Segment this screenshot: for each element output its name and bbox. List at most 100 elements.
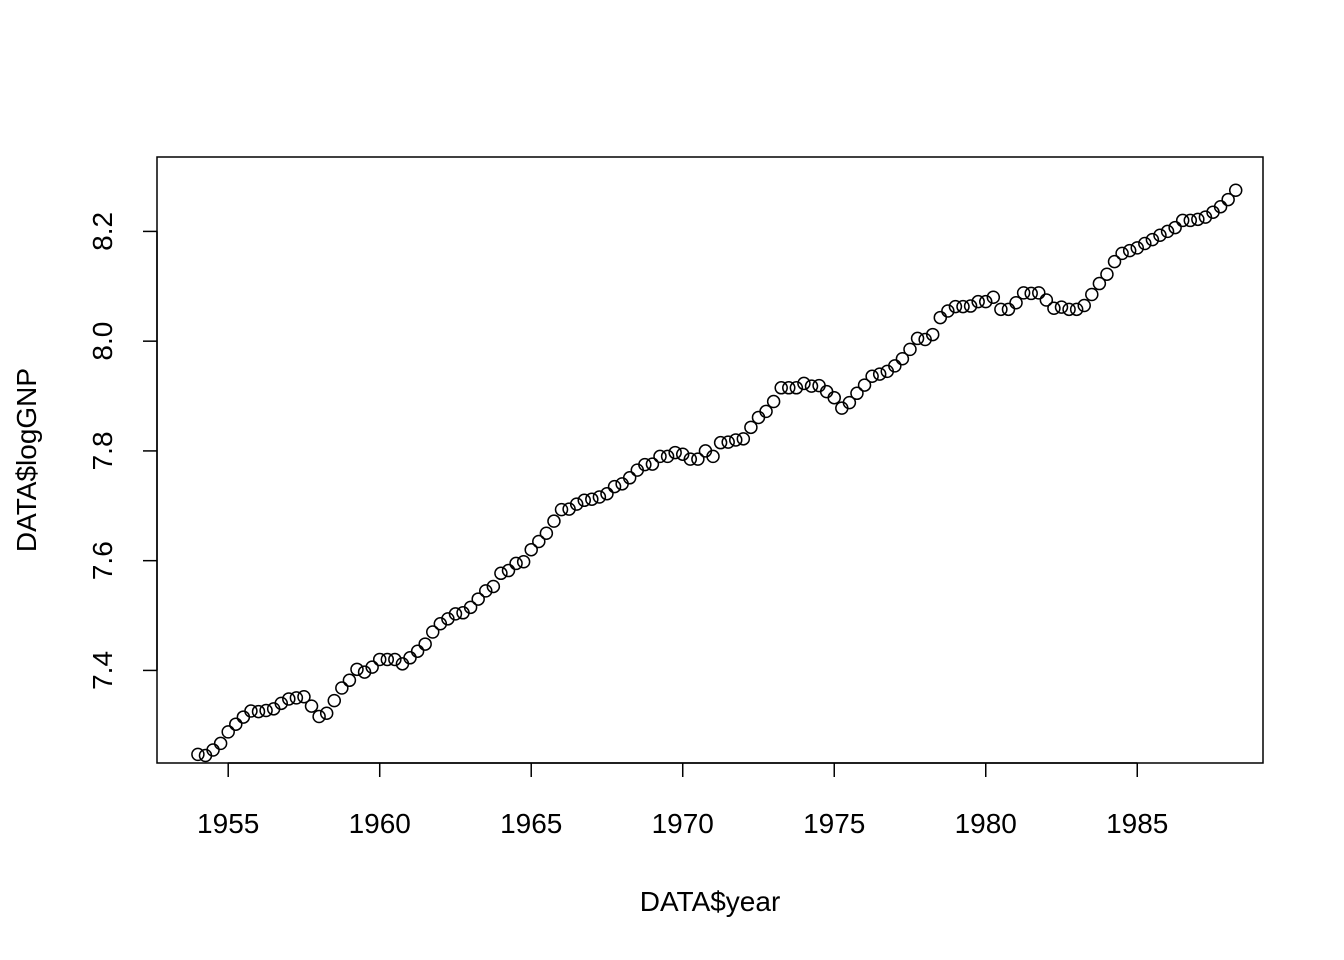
data-point xyxy=(744,420,758,435)
x-tick-label: 1980 xyxy=(955,808,1017,839)
data-point xyxy=(683,452,698,466)
data-point xyxy=(365,660,379,674)
data-point xyxy=(494,566,508,581)
data-point xyxy=(691,452,705,466)
x-tick-label: 1985 xyxy=(1106,808,1168,839)
data-point xyxy=(638,457,652,472)
data-point xyxy=(1198,210,1213,224)
data-point xyxy=(607,479,622,494)
data-point xyxy=(327,693,342,708)
data-point xyxy=(941,304,955,318)
data-point xyxy=(615,477,629,491)
data-point xyxy=(213,736,228,751)
data-point xyxy=(1100,267,1114,281)
data-point xyxy=(191,747,205,762)
data-point xyxy=(660,449,675,464)
data-point xyxy=(1062,302,1076,317)
data-point xyxy=(274,696,288,711)
x-tick-label: 1960 xyxy=(349,808,411,839)
y-tick-label: 7.4 xyxy=(87,651,118,690)
data-point xyxy=(297,690,311,704)
data-point xyxy=(1039,293,1054,307)
data-point xyxy=(827,390,841,405)
data-point xyxy=(925,327,940,342)
data-point xyxy=(653,449,667,464)
data-point xyxy=(463,600,478,615)
data-point xyxy=(554,502,569,517)
data-point xyxy=(736,432,751,446)
data-point xyxy=(865,369,879,384)
data-point xyxy=(903,342,917,357)
data-point xyxy=(812,378,826,393)
data-point xyxy=(675,447,690,461)
y-tick-label: 7.6 xyxy=(87,541,118,580)
x-tick-label: 1975 xyxy=(803,808,865,839)
data-point xyxy=(569,497,584,511)
data-point xyxy=(486,579,501,594)
data-point xyxy=(600,486,614,501)
data-point xyxy=(244,704,258,718)
data-point xyxy=(1191,212,1205,227)
x-tick-label: 1955 xyxy=(197,808,259,839)
data-point xyxy=(994,302,1008,317)
x-axis: 1955 1960 1965 1970 1975 1980 1985 xyxy=(197,762,1168,839)
data-point xyxy=(1160,224,1175,239)
data-point xyxy=(1175,213,1190,228)
data-point xyxy=(713,435,728,450)
y-axis: 7.4 7.6 7.8 8.0 8.2 xyxy=(87,212,158,690)
data-point xyxy=(797,376,811,391)
data-point xyxy=(751,410,766,425)
data-point xyxy=(304,699,319,713)
data-point xyxy=(1168,220,1182,235)
data-point xyxy=(282,692,296,706)
data-point xyxy=(888,359,902,373)
data-point xyxy=(433,617,448,631)
data-point xyxy=(562,502,576,516)
data-point xyxy=(509,556,523,571)
data-point xyxy=(789,381,804,395)
data-point xyxy=(774,381,788,395)
data-point xyxy=(1107,254,1122,269)
data-point xyxy=(372,652,387,667)
data-point xyxy=(971,294,985,309)
data-point xyxy=(622,471,637,485)
data-point xyxy=(289,691,304,705)
x-axis-label: DATA$year xyxy=(640,886,781,917)
data-point xyxy=(319,706,334,720)
data-point xyxy=(448,607,463,621)
data-point xyxy=(986,290,1001,305)
data-point xyxy=(1085,287,1099,302)
data-point xyxy=(441,612,455,626)
data-point xyxy=(425,625,440,639)
data-point xyxy=(1122,243,1137,258)
data-point xyxy=(350,662,364,677)
data-point xyxy=(1016,286,1031,300)
data-point xyxy=(850,386,864,401)
data-point xyxy=(221,725,235,739)
data-point xyxy=(577,493,591,508)
data-point xyxy=(872,367,887,381)
data-point xyxy=(1069,302,1084,317)
data-point xyxy=(766,394,781,409)
data-point xyxy=(668,445,682,460)
data-point xyxy=(532,534,546,549)
data-points xyxy=(191,183,1243,763)
data-point xyxy=(706,449,720,464)
data-point xyxy=(782,381,796,395)
plot-frame xyxy=(156,156,1264,764)
data-point xyxy=(380,652,395,667)
data-point xyxy=(645,457,660,471)
data-point xyxy=(471,592,485,606)
data-point xyxy=(516,555,531,569)
data-point xyxy=(1145,232,1160,247)
data-point xyxy=(1221,192,1235,207)
data-point xyxy=(259,703,273,718)
data-point xyxy=(312,709,326,724)
data-point xyxy=(759,404,773,419)
data-point xyxy=(418,637,432,651)
data-point xyxy=(1047,301,1061,315)
data-point xyxy=(721,435,735,449)
data-point xyxy=(804,379,819,393)
data-point xyxy=(978,294,993,309)
data-point xyxy=(819,384,834,399)
